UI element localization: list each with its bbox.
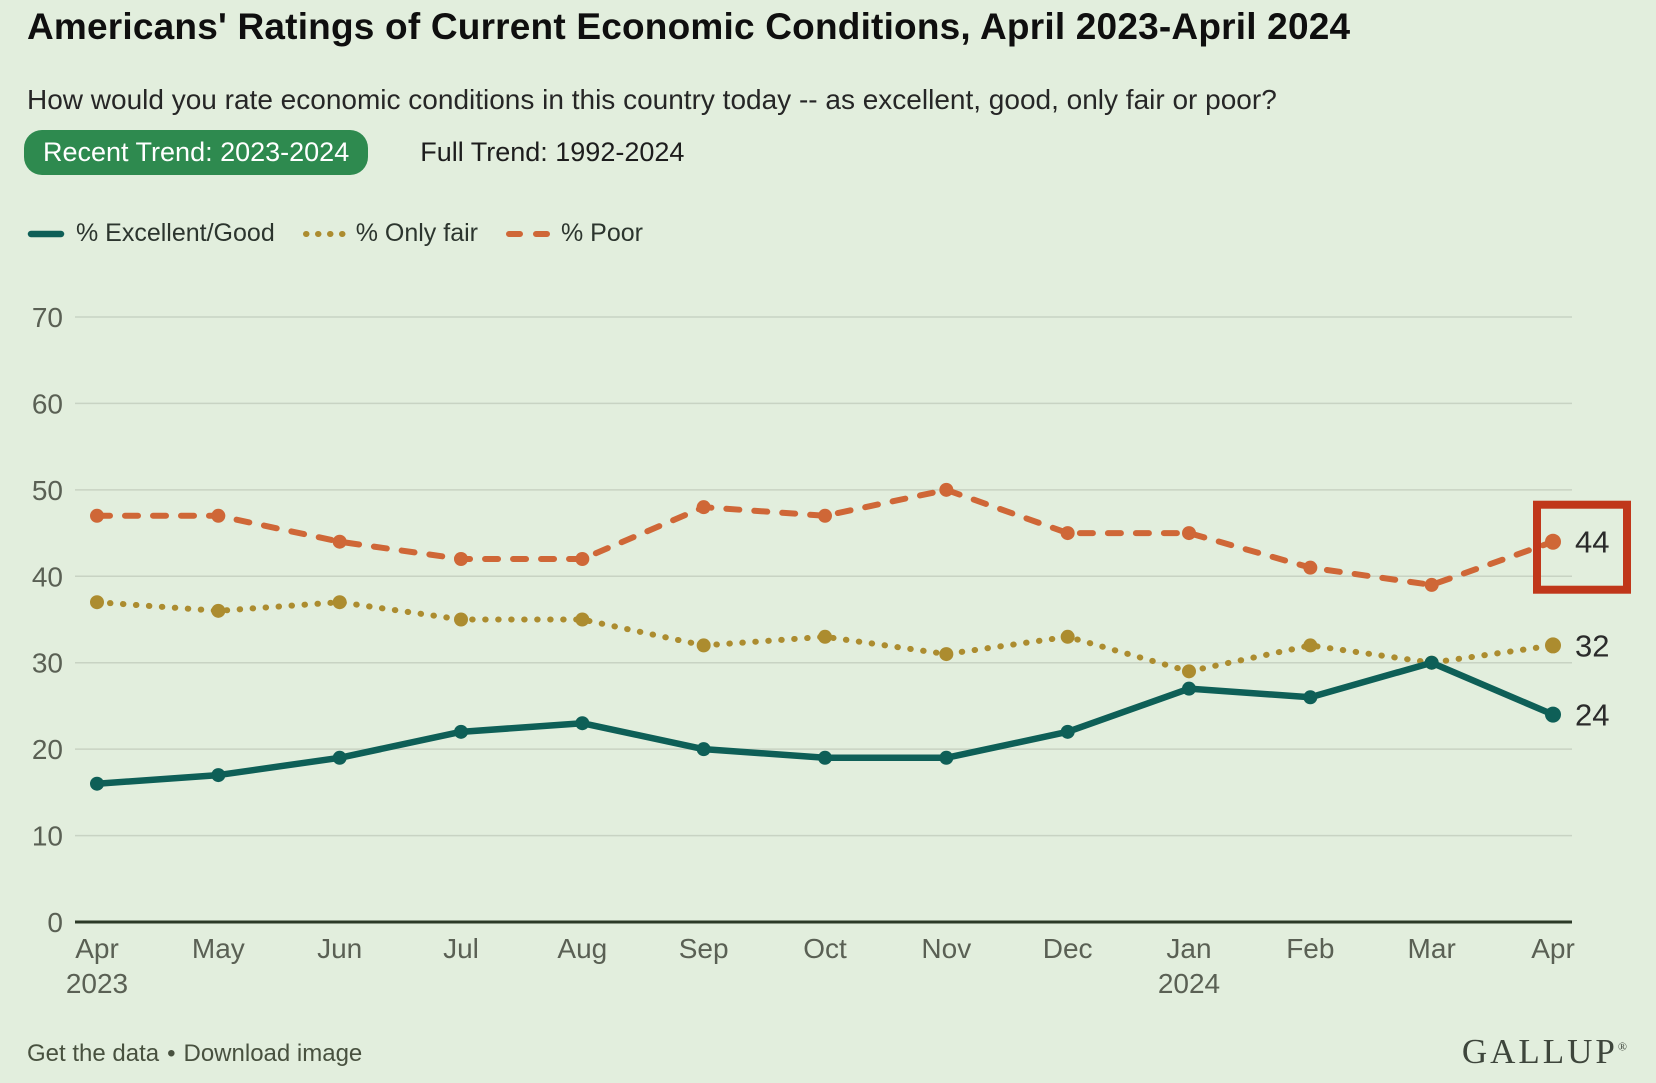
data-point-excellent-good[interactable] [1303,690,1318,705]
x-tick-label: Aug [557,933,607,964]
x-tick-label: Feb [1286,933,1334,964]
x-tick-label: Jun [317,933,362,964]
data-point-poor[interactable] [1545,533,1561,550]
legend-label: % Poor [560,219,643,247]
gallup-logo-text: GALLUP [1461,1032,1618,1071]
data-point-excellent-good[interactable] [575,716,590,731]
tab-full-trend[interactable]: Full Trend: 1992-2024 [420,137,685,167]
x-tick-label: Sep [679,933,729,964]
data-point-only-fair[interactable] [575,612,590,627]
end-value-label-only-fair: 32 [1575,628,1609,663]
y-tick-label: 70 [32,302,63,333]
data-point-only-fair[interactable] [696,638,711,653]
x-tick-label: Jul [443,933,479,964]
x-tick-label: Apr [75,933,119,964]
data-point-poor[interactable] [818,508,832,523]
annotation-red-box [1533,500,1631,594]
legend-label: % Only fair [355,219,478,247]
x-tick-label: Mar [1408,933,1456,964]
data-point-excellent-good[interactable] [818,750,832,765]
tab-recent-trend[interactable]: Recent Trend: 2023-2024 [24,130,369,175]
data-point-only-fair[interactable] [818,629,832,644]
y-tick-label: 40 [32,561,63,592]
end-value-label-excellent-good: 24 [1575,698,1609,733]
data-point-poor[interactable] [211,508,226,523]
data-point-excellent-good[interactable] [1060,724,1075,739]
download-image-link[interactable]: Download image [183,1040,363,1067]
data-point-poor[interactable] [575,552,590,566]
legend-item-poor[interactable]: % Poor [504,219,643,248]
trend-tabs: Recent Trend: 2023-2024 Full Trend: 1992… [24,130,684,175]
page-title: Americans' Ratings of Current Economic C… [27,6,1351,47]
data-point-poor[interactable] [696,500,711,515]
data-point-only-fair[interactable] [454,612,468,627]
data-point-only-fair[interactable] [332,595,347,610]
data-point-excellent-good[interactable] [1182,681,1196,696]
get-the-data-link[interactable]: Get the data [27,1040,160,1067]
x-tick-label: May [192,933,245,964]
end-value-label-poor: 44 [1575,525,1609,560]
data-point-only-fair[interactable] [1545,637,1561,654]
data-point-only-fair[interactable] [211,603,226,618]
data-point-poor[interactable] [1424,577,1439,592]
x-tick-label: Oct [803,933,847,964]
x-tick-label: Nov [921,933,971,964]
data-point-poor[interactable] [939,482,954,497]
data-point-only-fair[interactable] [1303,638,1318,653]
data-point-only-fair[interactable] [1182,664,1196,679]
data-point-poor[interactable] [1060,526,1075,541]
data-point-excellent-good[interactable] [1545,706,1561,723]
registered-mark-icon: ® [1617,1039,1627,1054]
series-line-excellent-good [96,659,1555,787]
y-tick-label: 0 [47,907,63,938]
data-point-only-fair[interactable] [939,647,954,662]
x-tick-label: Apr [1531,933,1575,964]
x-tick-label: Dec [1043,933,1093,964]
series-line-poor [94,486,1556,588]
y-tick-label: 20 [32,734,63,765]
data-point-poor[interactable] [454,552,468,566]
chart-legend: % Excellent/Good % Only fair % Poor [27,219,669,248]
footer-links: Get the data • Download image [27,1040,362,1068]
data-point-poor[interactable] [1182,526,1196,541]
legend-label: % Excellent/Good [76,219,275,247]
dashed-line-swatch-icon [505,230,551,237]
y-tick-label: 10 [32,821,63,852]
data-point-excellent-good[interactable] [696,742,711,757]
y-tick-label: 50 [32,475,63,506]
solid-line-swatch-icon [27,230,65,237]
data-point-excellent-good[interactable] [939,750,954,765]
y-tick-label: 30 [32,648,63,679]
legend-item-only-fair[interactable]: % Only fair [301,219,478,248]
x-tick-year-label: 2024 [1158,968,1220,999]
legend-item-excellent-good[interactable]: % Excellent/Good [27,219,275,248]
data-point-poor[interactable] [1303,560,1318,575]
data-point-poor[interactable] [332,534,347,549]
gallup-logo: GALLUP® [1462,1032,1627,1072]
data-point-excellent-good[interactable] [1424,655,1439,670]
data-point-poor[interactable] [90,508,104,523]
data-point-excellent-good[interactable] [332,750,347,765]
x-tick-year-label: 2023 [66,968,128,999]
y-tick-label: 60 [32,388,63,419]
data-point-only-fair[interactable] [1060,629,1075,644]
x-tick-label: Jan [1166,933,1211,964]
data-point-excellent-good[interactable] [454,724,468,739]
footer-separator: • [167,1040,176,1067]
data-point-only-fair[interactable] [90,595,104,610]
survey-question-subtitle: How would you rate economic conditions i… [27,84,1277,115]
data-point-excellent-good[interactable] [90,776,104,791]
data-point-excellent-good[interactable] [211,768,226,783]
